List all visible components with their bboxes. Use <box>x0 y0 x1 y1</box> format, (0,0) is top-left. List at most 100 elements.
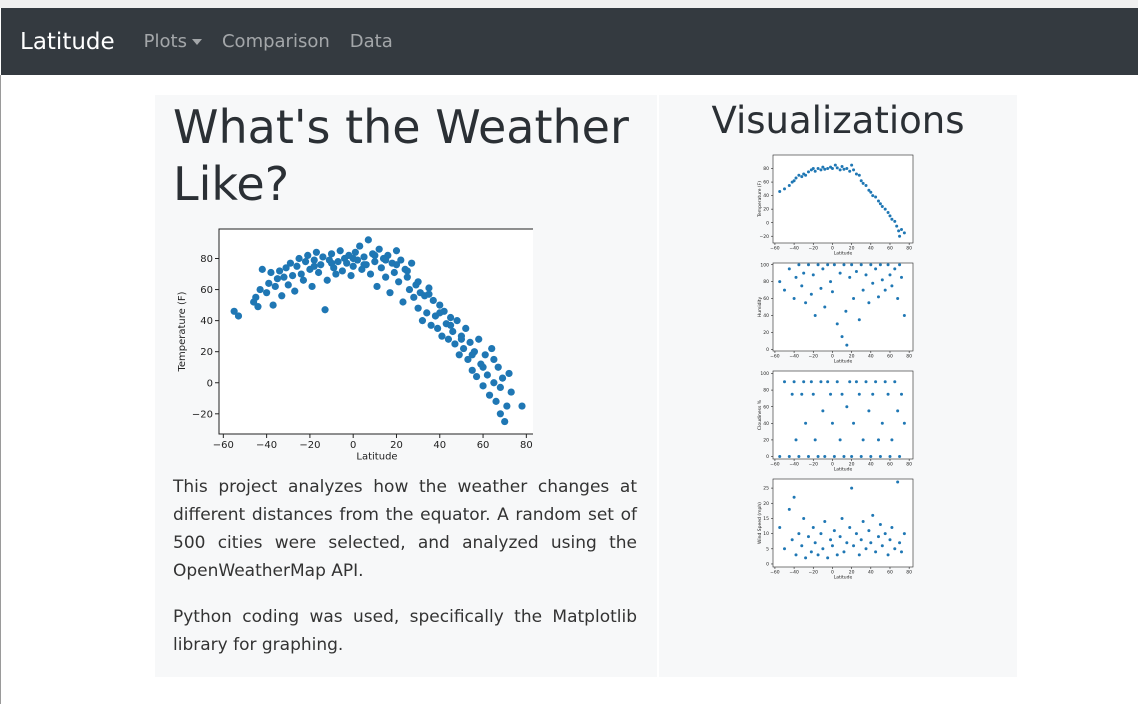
thumbnail-temperature[interactable]: −60 −40 −20 0 20 40 60 80 −20 0 20 40 60 80 Latitude Te… <box>757 153 917 257</box>
data-point <box>797 532 801 536</box>
plot-frame <box>772 370 914 460</box>
data-point <box>375 245 383 253</box>
x-tick-label: −20 <box>809 462 819 468</box>
data-point <box>446 321 455 329</box>
data-point <box>809 550 813 554</box>
y-tick-label: −20 <box>192 409 213 420</box>
data-point <box>804 556 808 560</box>
data-point <box>876 199 880 203</box>
x-axis-label: Latitude <box>834 575 853 581</box>
data-point <box>507 388 515 396</box>
data-point <box>850 455 854 459</box>
data-point <box>518 402 526 410</box>
data-point <box>336 247 344 255</box>
data-point <box>308 282 316 291</box>
y-tick-label: 60 <box>763 180 769 186</box>
data-point <box>252 293 260 301</box>
data-point <box>278 292 286 300</box>
data-point <box>399 298 407 306</box>
navbar-brand[interactable]: Latitude <box>20 28 115 55</box>
thumbnail-humidity[interactable]: −60 −40 −20 0 20 40 60 80 0 20 40 60 80 100 Latitude Hu… <box>757 261 917 365</box>
data-point <box>896 480 900 484</box>
data-point <box>848 380 852 384</box>
data-point <box>314 268 323 277</box>
y-tick-label: 80 <box>200 254 213 265</box>
data-point <box>293 262 301 270</box>
data-point <box>896 409 900 413</box>
y-tick-label: 80 <box>763 279 769 285</box>
y-tick-label: 40 <box>763 313 769 319</box>
data-point <box>295 254 303 263</box>
coding-paragraph: Python coding was used, specifically the… <box>173 607 637 655</box>
thumbnail-cloudiness[interactable]: −60 −40 −20 0 20 40 60 80 0 20 40 60 80 100 Latitude Cl… <box>757 369 917 473</box>
data-point <box>263 289 271 297</box>
data-point <box>783 288 787 292</box>
data-point <box>871 281 875 285</box>
data-point <box>436 309 444 317</box>
description-paragraph: This project analyzes how the weather ch… <box>173 477 637 581</box>
x-axis-label: Latitude <box>834 251 853 257</box>
data-point <box>343 259 351 267</box>
data-point <box>806 535 810 539</box>
data-point <box>797 455 801 459</box>
x-tick-label: 40 <box>868 570 874 576</box>
data-point <box>414 278 422 286</box>
x-tick-label: −60 <box>770 246 780 252</box>
x-tick-label: 40 <box>433 440 446 451</box>
data-point <box>830 167 834 171</box>
x-axis-label: Latitude <box>356 452 397 463</box>
data-point <box>405 285 414 294</box>
data-point <box>453 317 461 325</box>
data-point <box>848 275 852 279</box>
data-point <box>874 380 878 384</box>
y-axis-label: Cloudiness % <box>757 399 763 430</box>
x-tick-label: −40 <box>256 440 277 451</box>
data-point <box>835 380 839 384</box>
data-point <box>466 338 474 346</box>
data-point <box>809 380 813 384</box>
x-tick-label: 60 <box>477 440 490 451</box>
data-point <box>496 410 504 418</box>
data-point <box>468 351 476 359</box>
data-point <box>899 275 903 279</box>
data-point <box>438 332 446 340</box>
nav-link-comparison[interactable]: Comparison <box>222 31 330 52</box>
main-panel: What's the Weather Like? −60 −40 −20 0 20 40 6… <box>155 95 657 677</box>
data-point <box>334 258 342 266</box>
y-axis-label: Wind Speed (mph) <box>757 502 763 544</box>
data-point <box>778 455 782 459</box>
navbar: Latitude Plots Comparison Data <box>1 8 1138 75</box>
data-point <box>256 285 264 294</box>
x-tick-label: 20 <box>849 246 855 252</box>
data-point <box>867 188 871 192</box>
data-point <box>332 270 340 278</box>
data-point <box>819 532 823 536</box>
data-point <box>811 526 815 530</box>
data-point <box>811 273 815 277</box>
data-point <box>832 263 836 267</box>
data-point <box>878 523 882 527</box>
data-point <box>823 305 827 309</box>
data-point <box>423 309 431 317</box>
data-point <box>273 275 282 283</box>
data-point <box>821 165 825 169</box>
data-point <box>813 169 817 173</box>
data-point <box>269 301 277 309</box>
data-point <box>829 280 833 284</box>
nav-link-plots[interactable]: Plots <box>144 31 202 52</box>
data-point <box>821 547 825 551</box>
data-point <box>857 318 861 322</box>
data-point <box>813 313 817 317</box>
data-point <box>327 259 336 267</box>
thumbnail-wind-speed[interactable]: −60 −40 −20 0 20 40 60 80 0 5 10 15 20 25 Latitude Wind… <box>757 477 917 581</box>
data-point <box>464 355 472 364</box>
data-point <box>883 532 887 536</box>
data-point <box>830 290 834 294</box>
data-point <box>806 263 810 267</box>
data-point <box>783 547 787 551</box>
data-point <box>893 547 897 551</box>
data-point <box>310 262 318 270</box>
nav-link-data[interactable]: Data <box>350 31 393 52</box>
data-point <box>840 335 844 339</box>
data-point <box>842 167 846 171</box>
